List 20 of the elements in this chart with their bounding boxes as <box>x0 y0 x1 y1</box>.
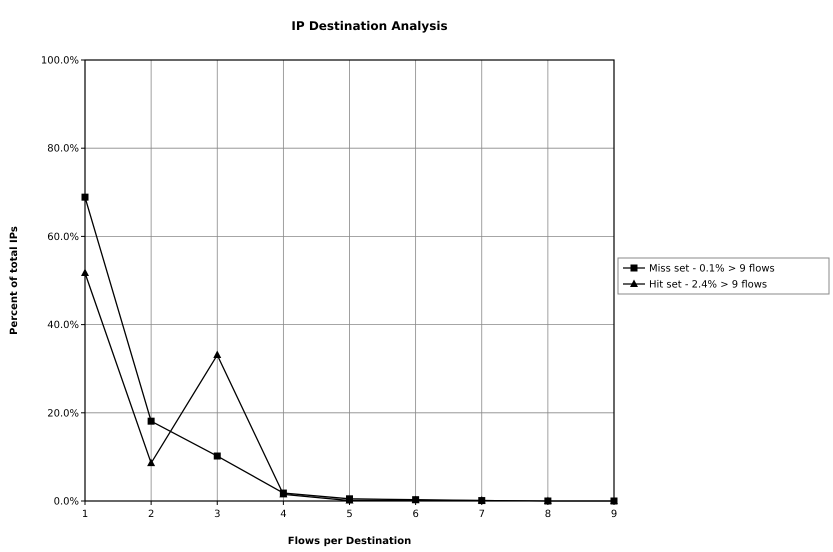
x-tick-label: 5 <box>346 509 353 520</box>
x-tick-label: 6 <box>412 509 419 520</box>
x-axis-title: Flows per Destination <box>288 536 412 547</box>
y-tick-label: 0.0% <box>54 496 79 508</box>
y-axis-title: Percent of total IPs <box>9 226 20 335</box>
y-tick-label: 40.0% <box>47 320 79 332</box>
y-tick-label: 20.0% <box>47 408 79 420</box>
x-tick-label: 8 <box>544 509 552 520</box>
chart-title: IP Destination Analysis <box>291 19 448 33</box>
x-tick-label: 9 <box>610 509 618 520</box>
x-tick-label: 2 <box>148 509 154 520</box>
legend-label: Miss set - 0.1% > 9 flows <box>649 264 775 274</box>
legend-label: Hit set - 2.4% > 9 flows <box>649 280 768 290</box>
y-tick-label: 60.0% <box>47 232 79 243</box>
y-tick-label: 80.0% <box>47 144 79 155</box>
x-tick-label: 4 <box>280 509 287 520</box>
x-tick-label: 1 <box>82 509 88 520</box>
x-tick-label: 3 <box>214 509 220 520</box>
x-tick-label: 7 <box>478 509 485 520</box>
y-tick-label: 100.0% <box>40 56 79 66</box>
